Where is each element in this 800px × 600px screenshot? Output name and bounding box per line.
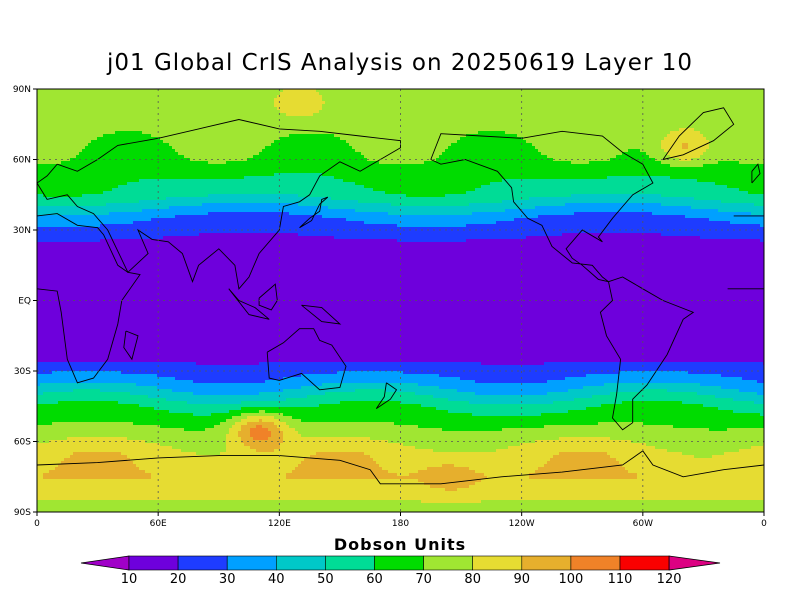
colorbar-swatch [276,556,325,570]
lat-tick-label: 90S [14,508,31,518]
colorbar-label: 30 [219,572,236,587]
lat-tick-label: EQ [18,297,31,307]
lon-tick-label: 0 [34,519,40,529]
colorbar-label: 100 [558,572,583,587]
colorbar-label: 10 [121,572,138,587]
colorbar-swatch [227,556,276,570]
colorbar-swatch [178,556,227,570]
lon-tick-label: 120E [268,519,291,529]
colorbar-title: Dobson Units [300,535,500,554]
lat-tick-label: 60S [14,438,31,448]
lon-tick-label: 60E [150,519,167,529]
lat-tick-label: 30N [13,226,31,236]
colorbar-label: 80 [464,572,481,587]
colorbar-swatch [129,556,178,570]
colorbar-swatch [522,556,571,570]
lon-tick-label: 180 [392,519,409,529]
colorbar-label: 20 [170,572,187,587]
colorbar-max-arrow [669,556,720,570]
colorbar-label: 50 [317,572,334,587]
colorbar-label: 120 [657,572,682,587]
colorbar-swatch [325,556,374,570]
lon-tick-label: 0 [761,519,767,529]
colorbar-label: 70 [415,572,432,587]
lat-tick-label: 90N [13,85,31,95]
colorbar-label: 60 [366,572,383,587]
colorbar-swatch [424,556,473,570]
colorbar-label: 110 [608,572,633,587]
colorbar-swatch [473,556,522,570]
colorbar: 10 20 30 40 50 60 70 80 90 100 110 120 [81,556,720,587]
colorbar-label: 40 [268,572,285,587]
colorbar-label: 90 [514,572,531,587]
lon-tick-label: 120W [509,519,535,529]
lon-tick-label: 60W [633,519,653,529]
colorbar-swatch [571,556,620,570]
lat-tick-label: 30S [14,367,31,377]
lat-tick-label: 60N [13,156,31,166]
colorbar-min-arrow [81,556,129,570]
colorbar-swatch [375,556,424,570]
colorbar-swatch [620,556,669,570]
